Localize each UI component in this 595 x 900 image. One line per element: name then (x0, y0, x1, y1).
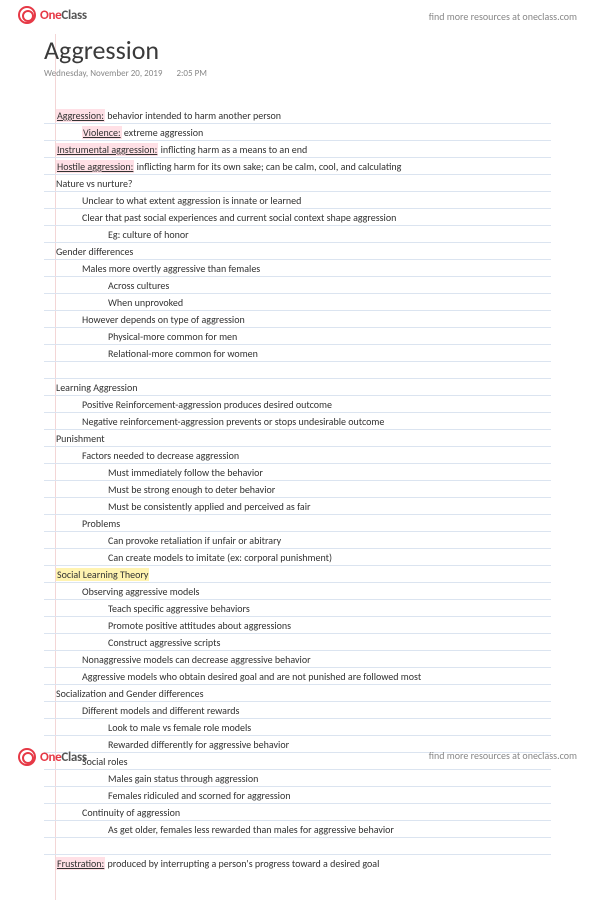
logo-icon (18, 6, 36, 24)
note-line: Aggression: behavior intended to harm an… (44, 107, 551, 124)
note-line: Hostile aggression: inflicting harm for … (44, 158, 551, 175)
term-highlight: Violence: (82, 126, 122, 139)
note-line: Teach specific aggressive behaviors (44, 600, 551, 617)
term-highlight: Hostile aggression: (56, 160, 134, 173)
note-line: Nature vs nurture? (44, 175, 551, 192)
note-line: Physical-more common for men (44, 328, 551, 345)
page-content: Aggression Wednesday, November 20, 2019 … (0, 0, 595, 900)
watermark-top: find more resources at oneclass.com (429, 10, 577, 23)
note-line: Must immediately follow the behavior (44, 464, 551, 481)
note-line: Positive Reinforcement-aggression produc… (44, 396, 551, 413)
note-line: Different models and different rewards (44, 702, 551, 719)
note-line: Eg: culture of honor (44, 226, 551, 243)
note-line: Socialization and Gender differences (44, 685, 551, 702)
note-meta: Wednesday, November 20, 2019 2:05 PM (44, 68, 551, 79)
note-line: Continuity of aggression (44, 804, 551, 821)
note-line: Males gain status through aggression (44, 770, 551, 787)
note-line: Females ridiculed and scorned for aggres… (44, 787, 551, 804)
note-line: Must be consistently applied and perceiv… (44, 498, 551, 515)
note-line: Construct aggressive scripts (44, 634, 551, 651)
note-line: Punishment (44, 430, 551, 447)
note-line: Observing aggressive models (44, 583, 551, 600)
note-line: Gender differences (44, 243, 551, 260)
note-line: Must be strong enough to deter behavior (44, 481, 551, 498)
note-line: Across cultures (44, 277, 551, 294)
note-line: Frustration: produced by interrupting a … (44, 855, 551, 872)
term-highlight: Frustration: (56, 857, 105, 870)
note-time: 2:05 PM (176, 68, 206, 79)
logo-icon (18, 748, 36, 766)
brand-logo-top: OneClass (18, 6, 87, 24)
note-line: Violence: extreme aggression (44, 124, 551, 141)
blank-line (44, 362, 551, 379)
note-line: Clear that past social experiences and c… (44, 209, 551, 226)
note-line: Learning Aggression (44, 379, 551, 396)
term-highlight: Aggression: (56, 109, 105, 122)
blank-line (44, 838, 551, 855)
note-line: Look to male vs female role models (44, 719, 551, 736)
note-line: When unprovoked (44, 294, 551, 311)
note-line: Unclear to what extent aggression is inn… (44, 192, 551, 209)
note-title: Aggression (44, 34, 551, 66)
logo-text: OneClass (40, 8, 87, 23)
note-line: Can provoke retaliation if unfair or abi… (44, 532, 551, 549)
note-line: Instrumental aggression: inflicting harm… (44, 141, 551, 158)
section-highlight: Social Learning Theory (56, 568, 149, 581)
note-line: Problems (44, 515, 551, 532)
brand-logo-bottom: OneClass (18, 748, 87, 766)
note-line: Negative reinforcement-aggression preven… (44, 413, 551, 430)
note-line: Promote positive attitudes about aggress… (44, 617, 551, 634)
note-line: Factors needed to decrease aggression (44, 447, 551, 464)
note-line: Aggressive models who obtain desired goa… (44, 668, 551, 685)
note-line: As get older, females less rewarded than… (44, 821, 551, 838)
note-date: Wednesday, November 20, 2019 (44, 68, 162, 79)
note-line: Relational-more common for women (44, 345, 551, 362)
note-line: Can create models to imitate (ex: corpor… (44, 549, 551, 566)
logo-text: OneClass (40, 750, 87, 765)
note-line: Social Learning Theory (44, 566, 551, 583)
watermark-bottom: find more resources at oneclass.com (429, 749, 577, 762)
term-highlight: Instrumental aggression: (56, 143, 158, 156)
note-line: Males more overtly aggressive than femal… (44, 260, 551, 277)
note-line: However depends on type of aggression (44, 311, 551, 328)
note-line: Nonaggressive models can decrease aggres… (44, 651, 551, 668)
